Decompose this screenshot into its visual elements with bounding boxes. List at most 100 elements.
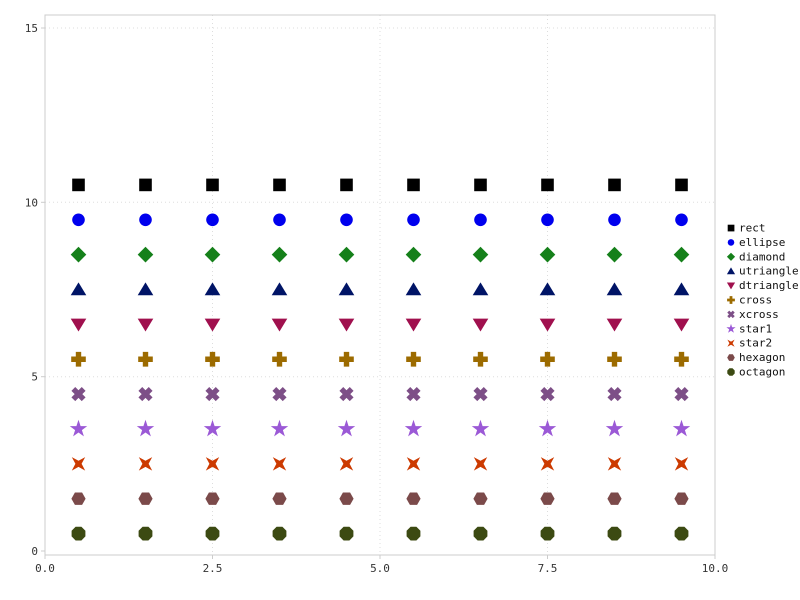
marker-dtriangle — [472, 318, 489, 332]
marker-star2 — [339, 457, 354, 471]
marker-cross — [138, 351, 153, 367]
marker-ellipse — [139, 213, 152, 227]
marker-octagon — [272, 526, 287, 541]
marker-utriangle — [673, 282, 690, 296]
marker-diamond — [606, 246, 623, 263]
marker-octagon — [473, 526, 488, 541]
marker-ellipse — [675, 213, 688, 227]
marker-octagon — [138, 526, 153, 541]
marker-hexagon — [674, 492, 689, 505]
marker-rect — [206, 178, 219, 192]
marker-dtriangle — [338, 318, 355, 332]
marker-dtriangle — [606, 318, 623, 332]
marker-utriangle — [70, 282, 87, 296]
legend-entry-dtriangle: dtriangle — [726, 279, 799, 292]
marker-dtriangle — [204, 318, 221, 332]
marker-hexagon — [205, 492, 220, 505]
marker-ellipse — [407, 213, 420, 227]
marker-cross — [339, 351, 354, 367]
marker-star1 — [337, 419, 356, 437]
legend-entry-star2: star2 — [727, 337, 772, 350]
marker-xcross — [138, 387, 153, 402]
marker-hexagon — [272, 492, 287, 505]
marker-ellipse — [206, 213, 219, 227]
marker-octagon — [205, 526, 220, 541]
marker-cross — [272, 351, 287, 367]
legend-label-dtriangle: dtriangle — [739, 279, 799, 292]
marker-xcross — [540, 387, 555, 402]
x-tick-label: 2.5 — [203, 562, 223, 575]
marker-star2 — [607, 457, 622, 471]
marker-star1 — [605, 419, 624, 437]
marker-rect — [407, 178, 420, 192]
legend-marker-utriangle — [726, 267, 736, 275]
marker-ellipse — [541, 213, 554, 227]
legend-marker-star1 — [726, 323, 736, 333]
legend-entry-hexagon: hexagon — [727, 351, 785, 364]
legend-marker-cross — [727, 296, 735, 304]
marker-diamond — [137, 246, 154, 263]
marker-star2 — [406, 457, 421, 471]
marker-utriangle — [472, 282, 489, 296]
marker-ellipse — [340, 213, 353, 227]
marker-cross — [205, 351, 220, 367]
marker-star2 — [473, 457, 488, 471]
marker-cross — [607, 351, 622, 367]
marker-star1 — [404, 419, 423, 437]
legend-label-ellipse: ellipse — [739, 236, 785, 249]
marker-rect — [675, 178, 688, 192]
marker-octagon — [339, 526, 354, 541]
marker-cross — [540, 351, 555, 367]
y-tick-label: 10 — [25, 196, 38, 209]
marker-octagon — [540, 526, 555, 541]
marker-xcross — [406, 387, 421, 402]
marker-diamond — [539, 246, 556, 263]
marker-dtriangle — [539, 318, 556, 332]
legend-entry-star1: star1 — [726, 322, 772, 335]
marker-xcross — [473, 387, 488, 402]
marker-cross — [473, 351, 488, 367]
marker-cross — [71, 351, 86, 367]
marker-xcross — [71, 387, 86, 402]
marker-rect — [72, 178, 85, 192]
marker-utriangle — [137, 282, 154, 296]
marker-diamond — [338, 246, 355, 263]
marker-octagon — [607, 526, 622, 541]
marker-hexagon — [138, 492, 153, 505]
marker-rect — [340, 178, 353, 192]
marker-star1 — [69, 419, 88, 437]
marker-utriangle — [606, 282, 623, 296]
y-tick-label: 5 — [31, 371, 38, 384]
legend-marker-diamond — [726, 252, 736, 261]
marker-utriangle — [271, 282, 288, 296]
marker-rect — [608, 178, 621, 192]
legend-marker-dtriangle — [726, 282, 736, 290]
legend-entry-cross: cross — [727, 294, 772, 307]
marker-hexagon — [540, 492, 555, 505]
legend-entry-utriangle: utriangle — [726, 265, 799, 278]
marker-diamond — [472, 246, 489, 263]
y-tick-label: 0 — [31, 545, 38, 558]
marker-dtriangle — [405, 318, 422, 332]
legend-marker-xcross — [727, 310, 735, 319]
legend-entry-rect: rect — [727, 222, 766, 235]
marker-star2 — [674, 457, 689, 471]
legend-marker-ellipse — [727, 239, 735, 246]
marker-xcross — [339, 387, 354, 402]
marker-star2 — [71, 457, 86, 471]
legend-label-star1: star1 — [739, 322, 772, 335]
legend-label-utriangle: utriangle — [739, 265, 799, 278]
marker-dtriangle — [137, 318, 154, 332]
marker-dtriangle — [673, 318, 690, 332]
marker-star2 — [205, 457, 220, 471]
x-tick-label: 0.0 — [35, 562, 55, 575]
marker-hexagon — [406, 492, 421, 505]
legend-marker-hexagon — [727, 354, 735, 361]
x-tick-label: 10.0 — [702, 562, 729, 575]
marker-rect — [139, 178, 152, 192]
marker-star1 — [672, 419, 691, 437]
legend-entry-octagon: octagon — [727, 366, 785, 379]
